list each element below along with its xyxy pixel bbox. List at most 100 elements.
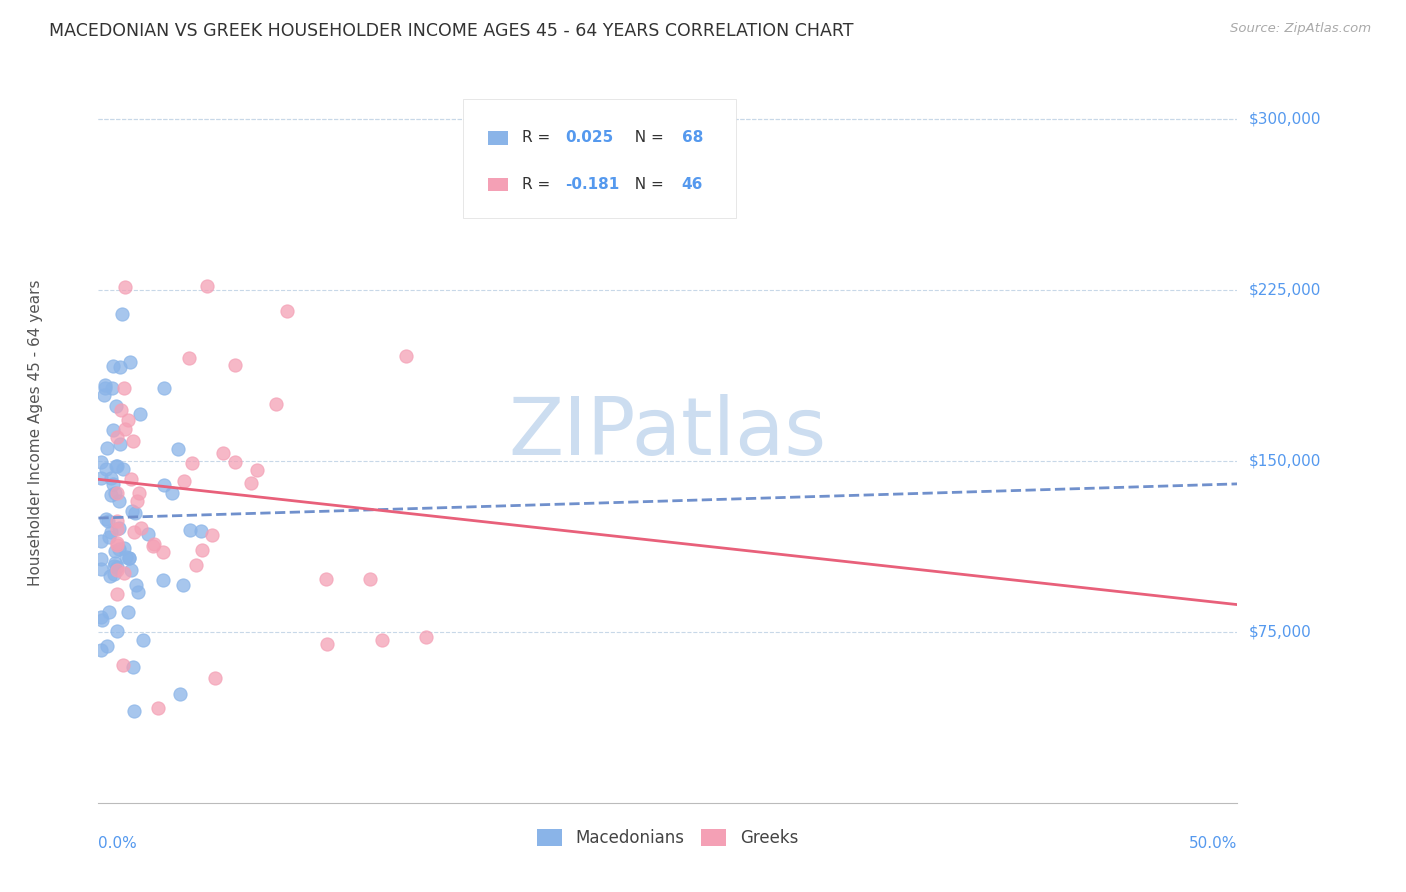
Point [179,523,201,537]
Text: $225,000: $225,000 [1249,283,1320,298]
Text: N =: N = [624,130,668,145]
Point [172,578,194,592]
Point [93,378,115,392]
Point [97,529,120,543]
FancyBboxPatch shape [488,131,509,145]
Point [97,514,120,528]
Point [107,560,129,574]
Point [143,537,166,551]
Point [98,569,121,583]
Point [90,610,112,624]
Text: N =: N = [624,178,668,192]
Point [103,359,125,374]
Point [315,572,337,586]
Point [105,486,128,500]
Point [166,442,188,456]
Point [127,494,149,508]
Point [105,459,128,474]
Point [94,462,117,476]
Point [132,633,155,648]
Text: R =: R = [522,130,555,145]
Point [153,381,176,395]
Point [105,430,128,444]
Point [94,512,117,526]
Point [104,400,127,414]
Point [122,704,145,718]
Point [94,381,117,395]
Point [91,613,114,627]
Point [117,550,139,565]
Text: ZIPatlas: ZIPatlas [509,393,827,472]
Point [264,397,287,411]
FancyBboxPatch shape [488,178,509,191]
Point [127,585,149,599]
Legend: Macedonians, Greeks: Macedonians, Greeks [531,822,804,854]
Point [117,605,139,619]
Point [105,587,128,601]
Point [104,544,127,558]
Point [204,671,226,685]
Point [153,478,176,492]
Point [115,549,138,564]
Point [224,455,246,469]
Point [371,632,394,647]
Point [111,461,134,475]
FancyBboxPatch shape [463,99,737,218]
Point [190,524,212,538]
Point [100,381,122,395]
Point [120,563,142,577]
Point [112,566,135,581]
Point [90,455,112,469]
Point [184,558,207,572]
Text: -0.181: -0.181 [565,178,620,192]
Point [180,456,202,470]
Point [316,637,339,651]
Point [191,542,214,557]
Point [177,351,200,365]
Point [146,701,169,715]
Point [107,494,129,508]
Point [108,437,131,451]
Text: 0.0%: 0.0% [98,836,138,851]
Point [105,563,128,577]
Point [90,643,112,657]
Point [100,525,122,540]
Point [104,556,127,570]
Point [105,522,128,536]
Text: Householder Income Ages 45 - 64 years: Householder Income Ages 45 - 64 years [28,279,44,586]
Point [96,441,118,455]
Point [90,534,112,549]
Point [103,558,125,573]
Point [173,474,195,488]
Text: 0.025: 0.025 [565,130,613,145]
Point [276,304,298,318]
Point [122,659,145,673]
Point [107,541,129,556]
Text: 46: 46 [682,178,703,192]
Point [100,471,122,485]
Point [110,403,132,417]
Text: $75,000: $75,000 [1249,624,1312,640]
Point [122,525,145,540]
Point [107,521,129,535]
Point [90,471,112,485]
Point [101,423,124,437]
Point [120,472,142,486]
Point [93,388,115,402]
Point [395,350,418,364]
Point [90,562,112,576]
Point [105,537,128,551]
Point [104,486,127,500]
Point [240,475,263,490]
Point [90,552,112,566]
Point [160,485,183,500]
Point [118,550,141,565]
Text: R =: R = [522,178,555,192]
Point [114,279,136,293]
Text: Source: ZipAtlas.com: Source: ZipAtlas.com [1230,22,1371,36]
Point [129,521,152,535]
Point [101,477,124,491]
Point [112,381,135,395]
Point [124,506,146,520]
Point [415,630,437,644]
